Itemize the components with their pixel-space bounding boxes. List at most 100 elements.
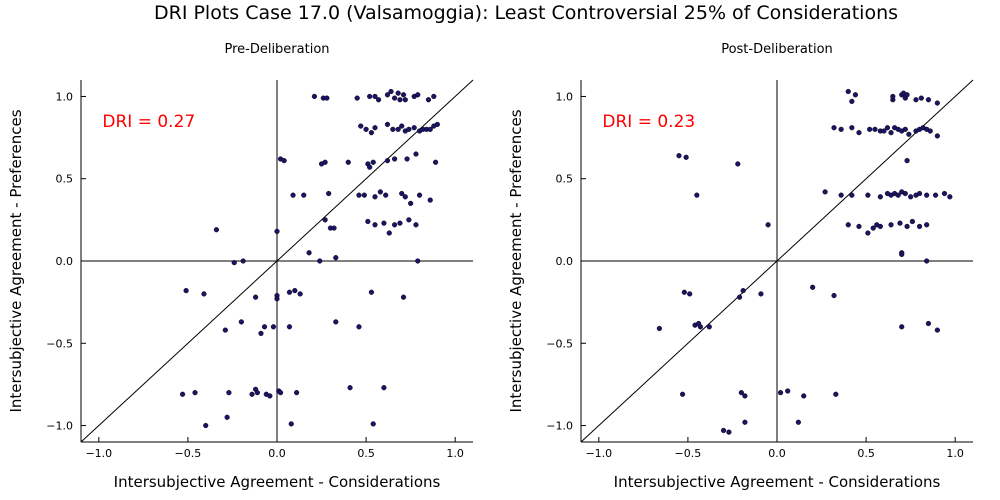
scatter-point	[777, 390, 784, 396]
scatter-point	[925, 97, 932, 103]
scatter-point	[192, 390, 198, 396]
scatter-point	[877, 194, 883, 200]
scatter-point	[274, 296, 280, 302]
y-tick-label: −1.0	[46, 420, 73, 433]
scatter-point	[742, 419, 748, 425]
y-tick-label: −0.5	[46, 337, 73, 350]
scatter-point	[356, 324, 362, 330]
scatter-point	[899, 251, 905, 258]
scatter-point	[706, 324, 712, 330]
scatter-point	[867, 126, 873, 132]
panel-1: Post-Deliberation −1.0 −0.5 0.0 0.5 1.0 −1.0 −0…	[507, 42, 974, 491]
scatter-point	[231, 260, 237, 266]
x-tick-label: −0.5	[175, 447, 202, 460]
scatter-point	[306, 250, 312, 256]
scatter-point	[431, 93, 437, 100]
scatter-point	[822, 189, 828, 195]
scatter-point	[884, 125, 891, 131]
x-axis-label: Intersubjective Agreement - Consideratio…	[614, 473, 941, 491]
scatter-point	[383, 192, 389, 198]
scatter-point	[402, 194, 408, 200]
scatter-point	[372, 93, 378, 100]
scatter-point	[356, 192, 362, 198]
x-axis-label: Intersubjective Agreement - Consideratio…	[114, 473, 441, 491]
scatter-point	[738, 390, 744, 396]
scatter-point	[801, 393, 807, 399]
scatter-point	[683, 154, 689, 160]
y-tick-label: 0.5	[556, 173, 574, 186]
scatter-point	[322, 159, 328, 165]
scatter-point	[932, 192, 939, 198]
scatter-point	[697, 324, 703, 330]
scatter-point	[904, 158, 910, 164]
scatter-point	[408, 200, 414, 207]
scatter-point	[201, 291, 207, 297]
scatter-point	[406, 126, 412, 132]
figure-title: DRI Plots Case 17.0 (Valsamoggia): Least…	[154, 2, 898, 24]
dri-annotation: DRI = 0.23	[602, 112, 695, 132]
scatter-point	[390, 126, 396, 132]
scatter-point	[941, 190, 948, 197]
scatter-point	[222, 327, 228, 333]
scatter-point	[838, 126, 844, 132]
scatter-point	[852, 92, 859, 98]
scatter-point	[375, 97, 382, 103]
scatter-point	[179, 391, 186, 397]
y-tick-label: −0.5	[546, 337, 573, 350]
scatter-point	[326, 190, 332, 197]
scatter-point	[331, 225, 337, 231]
scatter-point	[416, 192, 423, 198]
scatter-point	[381, 385, 387, 391]
scatter-point	[290, 192, 296, 198]
identity-diagonal-line	[580, 79, 974, 443]
y-tick-label: 0.0	[56, 255, 74, 268]
scatter-point	[324, 95, 330, 101]
scatter-point	[913, 97, 919, 103]
scatter-point	[676, 153, 682, 159]
scatter-point	[916, 190, 923, 197]
scatter-point	[392, 95, 398, 101]
scatter-point	[934, 100, 940, 106]
scatter-point	[249, 391, 255, 397]
scatter-point	[845, 222, 851, 228]
x-tick-label: −0.5	[675, 447, 702, 460]
identity-diagonal-line	[80, 79, 474, 443]
scatter-point	[370, 421, 376, 427]
scatter-point	[411, 125, 417, 131]
scatter-point	[301, 192, 307, 198]
scatter-point	[740, 288, 746, 294]
scatter-point	[765, 222, 771, 228]
scatter-point	[927, 128, 933, 134]
scatter-point	[384, 158, 391, 164]
scatter-point	[400, 92, 407, 98]
scatter-point	[413, 222, 419, 228]
scatter-point	[934, 327, 940, 333]
scatter-point	[388, 88, 394, 95]
scatter-point	[432, 159, 439, 165]
scatter-point	[267, 393, 273, 399]
scatter-point	[899, 324, 905, 330]
scatter-point	[347, 385, 353, 391]
scatter-point	[681, 289, 687, 295]
scatter-point	[286, 324, 293, 330]
scatter-point	[947, 194, 953, 200]
scatter-point	[183, 288, 189, 294]
scatter-point	[381, 220, 387, 226]
scatter-point	[736, 294, 743, 300]
scatter-point	[849, 125, 855, 131]
scatter-point	[397, 97, 403, 103]
scatter-point	[735, 161, 741, 167]
scatter-point	[902, 126, 908, 132]
scatter-point	[392, 156, 398, 162]
scatter-point	[865, 230, 871, 236]
scatter-point	[384, 121, 391, 128]
scatter-point	[317, 258, 323, 264]
scatter-point	[333, 319, 339, 325]
scatter-point	[254, 390, 261, 396]
scatter-point	[358, 123, 364, 129]
scatter-point	[261, 324, 268, 330]
scatter-point	[785, 388, 791, 394]
scatter-point	[294, 390, 300, 396]
scatter-point	[909, 218, 916, 225]
scatter-point	[694, 192, 700, 198]
